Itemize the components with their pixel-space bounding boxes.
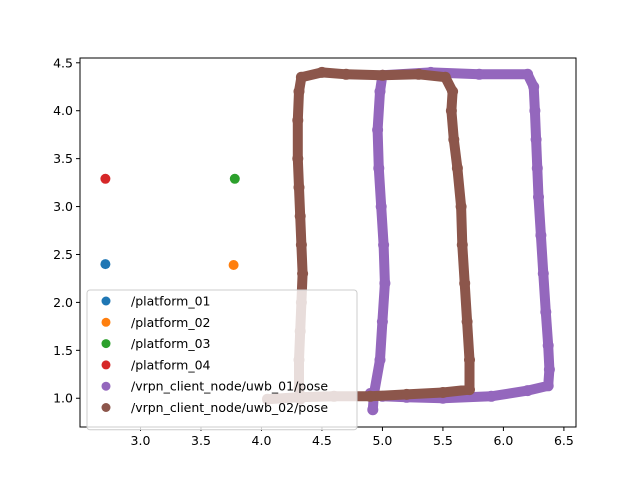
- data-point: [464, 354, 475, 366]
- y-tick-label: 1.0: [53, 391, 73, 406]
- data-point: [375, 201, 387, 213]
- data-point: [540, 306, 552, 318]
- y-tick-label: 3.5: [53, 151, 73, 166]
- data-point: [367, 404, 379, 416]
- x-tick-label: 4.5: [312, 433, 332, 448]
- data-point: [378, 239, 390, 251]
- data-point: [100, 259, 111, 270]
- data-point: [529, 105, 541, 117]
- legend-label: /platform_02: [131, 315, 210, 330]
- data-point: [295, 239, 307, 251]
- data-point: [364, 390, 376, 402]
- y-tick-label: 3.0: [53, 199, 73, 214]
- data-point: [292, 153, 304, 165]
- data-point: [228, 260, 239, 270]
- data-point: [533, 191, 544, 203]
- data-point: [376, 316, 388, 328]
- legend-label: /platform_03: [131, 336, 210, 351]
- data-point: [316, 66, 328, 78]
- x-tick-label: 6.0: [493, 433, 513, 448]
- series-4: [100, 173, 111, 184]
- data-point: [295, 71, 307, 83]
- data-point: [522, 68, 534, 80]
- data-point: [543, 364, 555, 375]
- data-point: [100, 173, 111, 184]
- x-tick-label: 3.0: [131, 433, 151, 448]
- series-3: [229, 173, 240, 184]
- legend-label: /vrpn_client_node/uwb_01/pose: [131, 379, 328, 394]
- x-tick-label: 5.5: [433, 433, 453, 448]
- axis-ticks: 3.0 3.5 4.0 4.5 5.0 5.5 6.0 6.5 1.0 1.5 2.0 2.5 3.0 3…: [53, 55, 574, 448]
- data-point: [229, 173, 240, 184]
- trajectory-line-6: [262, 67, 475, 405]
- data-point: [451, 162, 463, 174]
- data-point: [374, 86, 386, 97]
- x-tick-label: 4.0: [252, 433, 272, 448]
- data-point: [297, 268, 309, 280]
- data-point: [401, 388, 413, 400]
- data-point: [448, 134, 460, 145]
- data-point: [413, 68, 425, 80]
- legend: /platform_01/platform_02/platform_03/pla…: [86, 289, 358, 431]
- legend-label: /vrpn_client_node/uwb_02/pose: [131, 400, 328, 415]
- data-point: [439, 71, 451, 83]
- legend-box: [86, 289, 358, 431]
- x-tick-label: 5.0: [372, 433, 392, 448]
- data-point: [292, 114, 304, 126]
- data-point: [455, 201, 467, 213]
- data-point: [542, 340, 554, 351]
- data-point: [376, 69, 388, 81]
- legend-label: /platform_04: [131, 357, 211, 372]
- x-tick-label: 3.5: [191, 433, 211, 448]
- legend-marker: [101, 296, 111, 306]
- data-point: [447, 86, 459, 97]
- data-point: [522, 385, 534, 397]
- data-point: [473, 68, 485, 80]
- data-point: [531, 162, 543, 174]
- data-point: [459, 277, 471, 289]
- x-tick-label: 6.5: [554, 433, 574, 448]
- data-point: [537, 268, 549, 280]
- series-2: [228, 260, 239, 270]
- data-point: [374, 354, 386, 366]
- data-point: [373, 162, 385, 174]
- data-point: [528, 81, 540, 93]
- data-point: [464, 384, 475, 396]
- data-point: [485, 390, 497, 402]
- data-point: [340, 68, 352, 80]
- legend-marker: [101, 403, 111, 412]
- data-point: [372, 124, 384, 136]
- data-point: [293, 181, 305, 193]
- legend-label: /platform_01: [131, 294, 210, 309]
- data-point: [293, 86, 305, 97]
- y-tick-label: 2.5: [53, 247, 73, 262]
- data-point: [456, 239, 468, 251]
- legend-marker: [101, 339, 111, 349]
- series-1: [100, 259, 111, 270]
- legend-marker: [101, 381, 111, 391]
- data-point: [530, 134, 542, 145]
- legend-marker: [101, 360, 111, 370]
- data-point: [294, 210, 306, 222]
- data-point: [445, 105, 457, 117]
- y-tick-label: 4.5: [53, 55, 73, 70]
- data-point: [437, 387, 449, 398]
- y-tick-label: 1.5: [53, 343, 73, 358]
- data-point: [542, 380, 554, 392]
- y-tick-label: 2.0: [53, 295, 73, 310]
- legend-marker: [101, 317, 111, 327]
- data-point: [461, 316, 473, 328]
- data-point: [535, 229, 547, 241]
- data-point: [379, 277, 391, 289]
- y-tick-label: 4.0: [53, 103, 73, 118]
